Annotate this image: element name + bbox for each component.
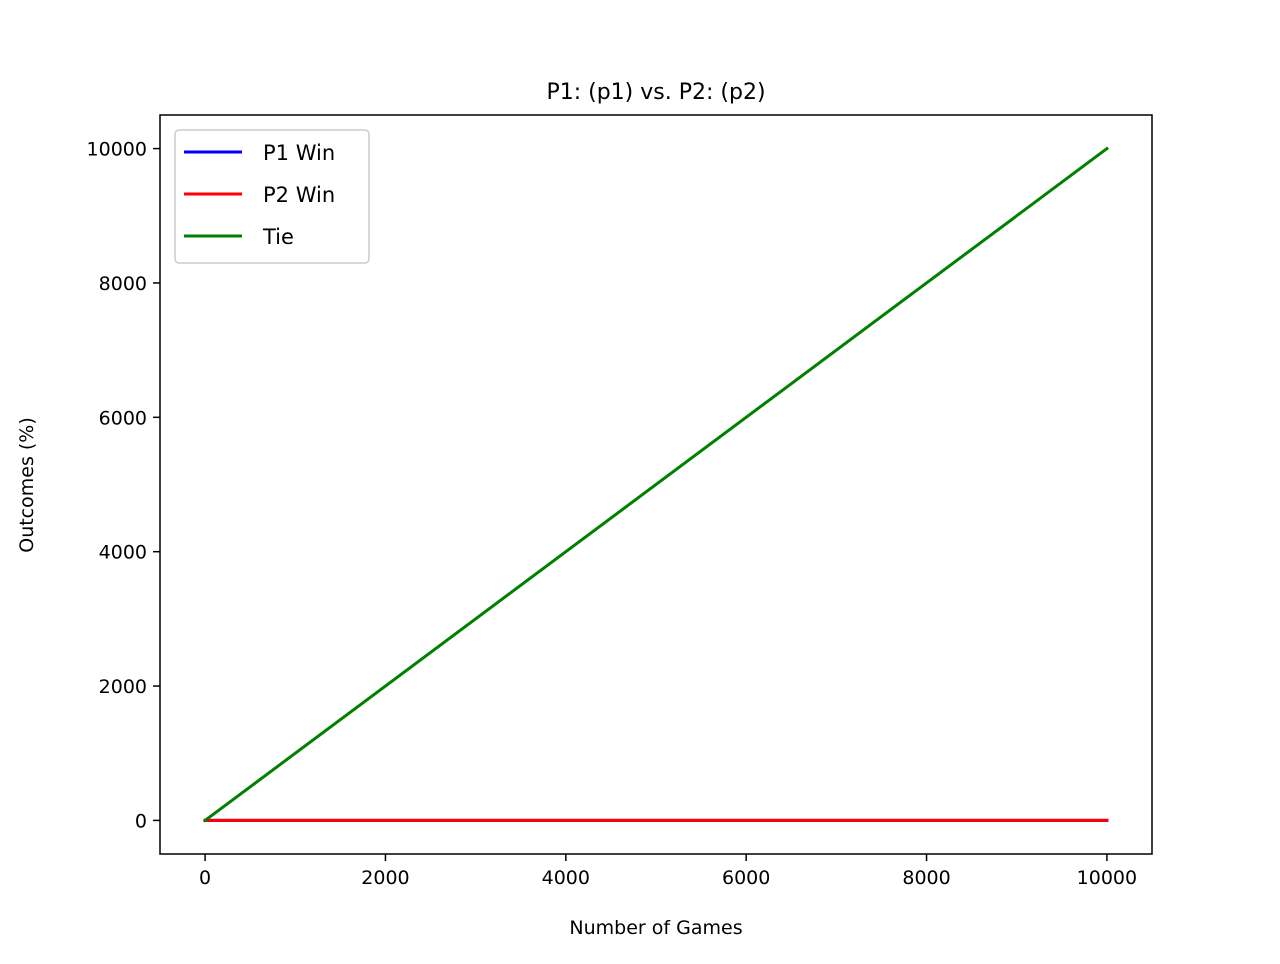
x-tick-label: 8000 [902, 867, 950, 889]
x-tick-label: 4000 [542, 867, 590, 889]
x-tick-label: 0 [199, 867, 211, 889]
y-tick-label: 0 [135, 810, 147, 832]
legend-label: Tie [262, 225, 294, 249]
x-axis-label: Number of Games [569, 917, 742, 939]
legend-label: P1 Win [263, 141, 335, 165]
y-axis-label: Outcomes (%) [16, 417, 38, 553]
y-tick-label: 2000 [99, 676, 147, 698]
x-tick-label: 10000 [1077, 867, 1137, 889]
plot-area: 0 2000 4000 6000 8000 10000 0 2000 4000 6000 8000 1… [87, 114, 1153, 889]
legend-label: P2 Win [263, 183, 335, 207]
y-tick-label: 4000 [99, 542, 147, 564]
legend-box [174, 129, 370, 264]
chart-title: P1: (p1) vs. P2: (p2) [546, 80, 765, 105]
axes-frame [159, 114, 1153, 855]
y-tick-label: 8000 [99, 273, 147, 295]
x-tick-label: 2000 [361, 867, 409, 889]
y-tick-label: 10000 [87, 139, 147, 161]
y-tick-label: 6000 [99, 407, 147, 429]
x-tick-label: 6000 [722, 867, 770, 889]
series-line-tie [202, 146, 1110, 823]
